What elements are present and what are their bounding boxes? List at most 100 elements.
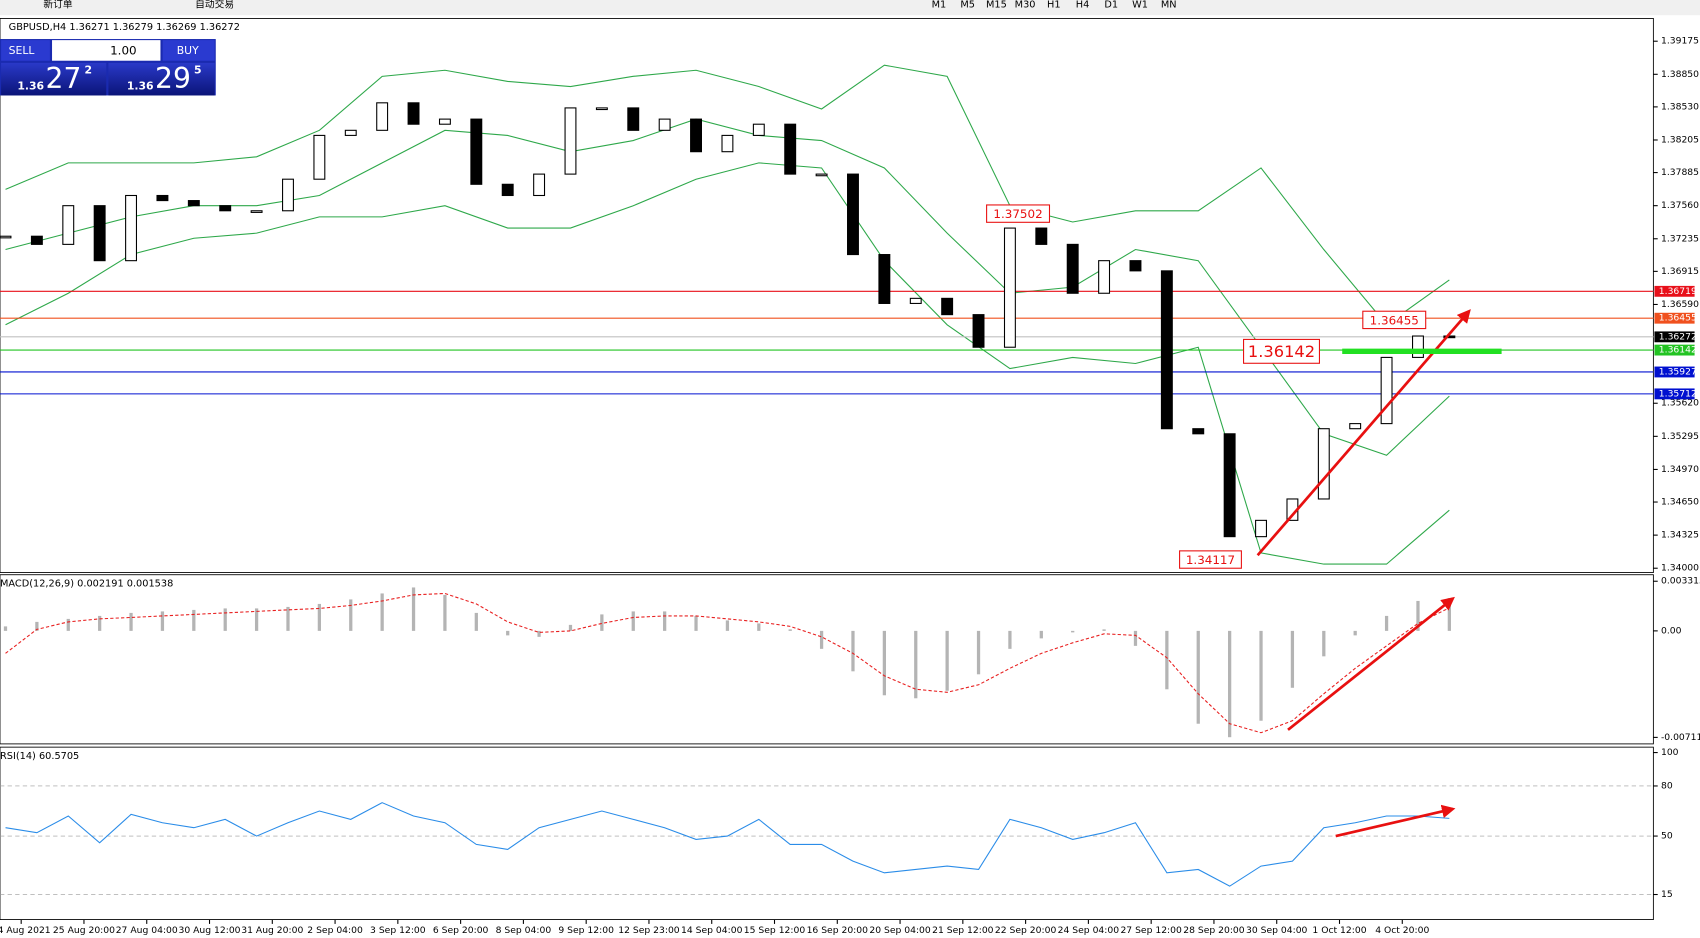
buy-button[interactable] — [162, 40, 215, 61]
y-tick-label: 50 — [1661, 831, 1673, 842]
macd-bar — [631, 611, 635, 631]
candle — [438, 118, 451, 125]
candle — [282, 178, 294, 212]
timeframe-button[interactable]: M5 — [960, 0, 975, 10]
timeframe-button[interactable]: H4 — [1076, 0, 1090, 10]
ask-box[interactable] — [108, 62, 215, 96]
rsi-panel — [0, 746, 1654, 920]
macd-bar — [600, 614, 604, 631]
candle — [1098, 260, 1111, 294]
price-level-tag — [1654, 331, 1695, 343]
price-level-tag — [1654, 366, 1695, 378]
macd-bar — [1102, 629, 1106, 631]
bollinger-band — [5, 162, 1450, 565]
macd-bar — [1133, 630, 1138, 646]
macd-bar — [945, 630, 949, 691]
macd-panel — [0, 574, 1654, 745]
ask-big: 1.36 — [127, 80, 154, 93]
timeframe-button[interactable]: M15 — [986, 0, 1007, 10]
annotation-box — [1179, 550, 1242, 569]
timeframe-button[interactable]: M30 — [1015, 0, 1036, 10]
y-tick-label: 1.38530 — [1661, 101, 1699, 112]
macd-bar — [443, 594, 447, 631]
y-tick-label: 1.38205 — [1661, 134, 1699, 145]
candle — [125, 194, 138, 262]
macd-bar — [160, 611, 165, 631]
y-tick-label: 80 — [1661, 780, 1673, 791]
macd-bar — [1384, 615, 1389, 631]
macd-bar — [506, 630, 510, 636]
y-tick-label: 1.39175 — [1661, 36, 1699, 47]
candle — [313, 134, 326, 180]
x-tick-label: 27 Aug 04:00 — [116, 925, 178, 936]
macd-bar — [663, 611, 667, 631]
y-tick-label: 1.34325 — [1661, 530, 1699, 541]
candle — [972, 314, 985, 348]
trend-arrow — [1335, 804, 1456, 838]
timeframe-button[interactable]: H1 — [1047, 0, 1061, 10]
candle — [815, 173, 828, 177]
trend-arrow — [1287, 596, 1455, 731]
price-level-label: 1.36142 — [1659, 345, 1697, 356]
macd-bar — [851, 630, 855, 672]
x-tick-label: 14 Sep 04:00 — [681, 925, 743, 936]
x-tick-label: 28 Sep 20:00 — [1183, 925, 1245, 936]
price-panel — [0, 18, 1654, 573]
x-tick-label: 27 Sep 12:00 — [1120, 925, 1182, 936]
macd-bar — [474, 612, 478, 631]
lot-value[interactable]: 1.00 — [110, 43, 137, 57]
bollinger-band — [5, 118, 1450, 456]
price-level-label: 1.36272 — [1659, 331, 1697, 342]
annotation-box — [1243, 338, 1320, 364]
macd-bar — [1196, 630, 1200, 724]
candle — [1349, 423, 1362, 430]
macd-bar — [129, 612, 133, 631]
macd-bar — [380, 593, 384, 631]
x-tick-label: 22 Sep 20:00 — [995, 925, 1057, 936]
y-tick-label: 1.37560 — [1661, 200, 1699, 211]
macd-bar — [1290, 630, 1295, 688]
buy-label[interactable]: BUY — [177, 44, 199, 57]
x-tick-label: 24 Aug 2021 — [0, 925, 51, 936]
candle — [1066, 243, 1079, 294]
annotation-box — [986, 204, 1051, 223]
timeframe-button[interactable]: M1 — [932, 0, 947, 10]
ask-frac: 5 — [194, 63, 202, 76]
timeframe-button[interactable]: MN — [1161, 0, 1177, 10]
price-level-label: 1.35712 — [1659, 388, 1697, 399]
timeframe-button[interactable]: W1 — [1132, 0, 1148, 10]
candle — [1129, 260, 1142, 272]
candle — [470, 118, 483, 185]
candle — [407, 102, 420, 125]
timeframe-button[interactable]: D1 — [1104, 0, 1118, 10]
macd-bar — [1228, 630, 1232, 738]
toolbar-button[interactable]: 自动交易 — [195, 0, 234, 10]
candle — [1317, 428, 1330, 500]
bid-big: 1.36 — [17, 80, 44, 93]
sell-button[interactable] — [1, 40, 50, 61]
price-level-tag — [1654, 388, 1695, 400]
annotation: 1.36455 — [1370, 313, 1419, 327]
price-level-tag — [1654, 344, 1695, 356]
x-tick-label: 3 Sep 12:00 — [370, 925, 426, 936]
macd-bar — [223, 608, 227, 631]
macd-bar — [1071, 630, 1075, 633]
bollinger-band — [5, 64, 1450, 326]
x-tick-label: 31 Aug 20:00 — [241, 925, 303, 936]
price-level-label: 1.36719 — [1659, 286, 1697, 297]
price-level-label: 1.36455 — [1659, 313, 1697, 324]
x-tick-label: 4 Oct 20:00 — [1375, 925, 1429, 936]
candle — [501, 183, 514, 197]
lot-input[interactable] — [52, 40, 161, 61]
candle — [1255, 519, 1267, 538]
bid-box[interactable] — [1, 62, 107, 96]
panel-title: GBPUSD,H4 1.36271 1.36279 1.36269 1.3627… — [9, 22, 240, 33]
candle — [784, 123, 797, 175]
toolbar-button[interactable]: 新订单 — [43, 0, 72, 10]
macd-bar — [349, 599, 353, 631]
candle — [721, 134, 734, 153]
x-tick-label: 2 Sep 04:00 — [307, 925, 363, 936]
sell-label[interactable]: SELL — [9, 44, 35, 57]
